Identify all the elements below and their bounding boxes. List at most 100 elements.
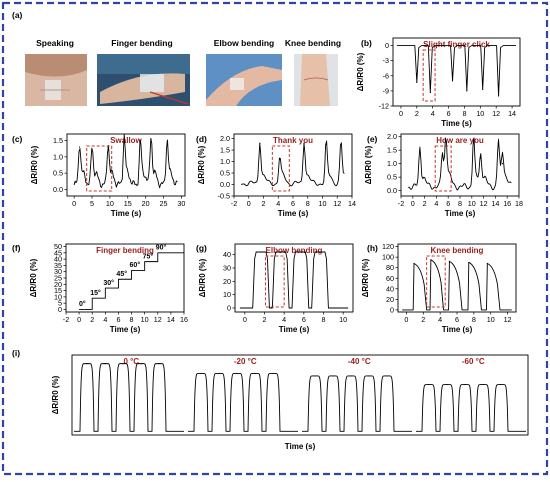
x-tick-label: 16 [503, 199, 511, 208]
x-tick-label: 10 [476, 109, 484, 118]
x-tick-label: 6 [291, 199, 295, 208]
y-tick-label: 20 [386, 295, 394, 304]
data-point [140, 363, 142, 365]
x-tick-label: 0 [247, 199, 251, 208]
x-tick-label: 2 [415, 109, 419, 118]
y-tick-label: -12 [379, 102, 389, 111]
data-point [497, 95, 500, 97]
data-point [91, 149, 93, 151]
panel-title: Elbow bending [266, 246, 323, 255]
x-tick-label: 5 [90, 199, 94, 208]
x-tick-label: 25 [160, 199, 168, 208]
series-line [396, 45, 517, 97]
y-tick-label: 0.5 [53, 169, 63, 178]
photo-speaking [25, 54, 87, 106]
series-line [241, 140, 345, 187]
x-tick-label: 0 [77, 315, 81, 324]
chart-panel-i: (i) Time (s) ΔR/R0 (%) 0 °C -20 °C -40 °C -60 … [12, 348, 529, 451]
x-tick-label: 6 [455, 315, 459, 324]
data-point [325, 143, 327, 145]
y-tick-label: 10 [54, 292, 62, 301]
data-point [122, 363, 124, 365]
panel-a-letter: (a) [12, 10, 23, 20]
data-point [466, 90, 468, 92]
highlight-box [271, 145, 290, 192]
data-point [497, 142, 499, 145]
x-tick-label: 10 [487, 315, 495, 324]
series-line [416, 384, 526, 432]
x-axis-label: Time (s) [442, 325, 473, 334]
x-axis-label: Time (s) [279, 325, 310, 334]
panel-letter: (e) [367, 134, 378, 144]
chart-panel-d: -2 0 2 4 6 8 10 12 14 -0.5 0.0 0.5 1.0 1.5 2.0 Time (s)… [196, 133, 356, 218]
chart-panel-e: -2 0 2 4 6 8 10 12 14 16 18 0.0 0.5 1.0 1.5 2.0 Time (s)… [364, 132, 523, 218]
x-tick-label: 14 [491, 199, 499, 208]
y-tick-label: 30 [223, 264, 231, 273]
y-tick-label: 0 [58, 305, 62, 314]
panel-letter: (h) [367, 243, 378, 253]
data-point [86, 363, 88, 365]
y-tick-label: 1.5 [387, 146, 397, 155]
x-tick-label: 0 [72, 199, 76, 208]
data-point [468, 261, 470, 264]
step-label: 45° [116, 270, 127, 278]
panel-letter: (c) [12, 134, 23, 144]
x-tick-label: 12 [333, 199, 341, 208]
y-axis-label: ΔR/R0 (%) [30, 145, 39, 184]
series-line [302, 375, 412, 432]
y-tick-label: 0 [385, 41, 389, 50]
data-point [299, 251, 301, 253]
x-tick-label: 4 [103, 315, 107, 324]
temperature-group: -60 °C [416, 357, 526, 432]
y-tick-label: -0.5 [218, 192, 230, 201]
panel-letter: (f) [12, 243, 21, 253]
panel-title: Slight finger click [423, 40, 490, 49]
photo-label-finger-bending: Finger bending [111, 38, 172, 48]
x-tick-label: 0 [411, 199, 415, 208]
data-point [448, 260, 451, 262]
x-tick-label: 6 [302, 315, 306, 324]
x-tick-label: 10 [106, 199, 114, 208]
x-tick-label: 15 [124, 199, 132, 208]
photo-knee-bending [294, 54, 338, 106]
y-tick-label: 0.5 [220, 169, 230, 178]
y-tick-label: 0 [390, 305, 394, 314]
y-tick-label: 30 [54, 267, 62, 276]
temperature-label: 0 °C [123, 357, 139, 366]
data-point [272, 372, 274, 375]
step-label: 15° [90, 289, 101, 297]
data-point [314, 375, 316, 377]
x-tick-label: 0 [404, 315, 408, 324]
y-tick-label: 0.0 [53, 185, 63, 194]
x-tick-label: 14 [167, 315, 175, 324]
data-point [472, 140, 475, 142]
data-point [441, 154, 443, 157]
x-axis-label: Time (s) [110, 325, 141, 334]
data-point [218, 372, 220, 375]
x-tick-label: 0 [243, 315, 247, 324]
x-tick-label: 10 [319, 199, 327, 208]
data-point [166, 141, 168, 143]
data-point [150, 138, 152, 140]
data-point [200, 372, 202, 375]
x-tick-label: 8 [322, 315, 326, 324]
step-label: 30° [103, 279, 114, 287]
x-tick-label: 12 [504, 315, 512, 324]
y-tick-label: 40 [386, 284, 394, 293]
y-tick-label: 35 [54, 261, 62, 270]
y-tick-label: 40 [223, 250, 231, 259]
y-tick-label: 20 [223, 277, 231, 286]
x-tick-label: 2 [421, 315, 425, 324]
plot-frame [392, 37, 521, 107]
panel-title: Finger bending [96, 246, 154, 255]
data-point [464, 383, 466, 386]
y-tick-label: 2.0 [220, 134, 230, 143]
plot-frame [66, 133, 186, 197]
series-line [73, 133, 178, 189]
temperature-group: 0 °C [74, 357, 184, 432]
series-line [239, 251, 349, 309]
data-point [350, 375, 352, 377]
